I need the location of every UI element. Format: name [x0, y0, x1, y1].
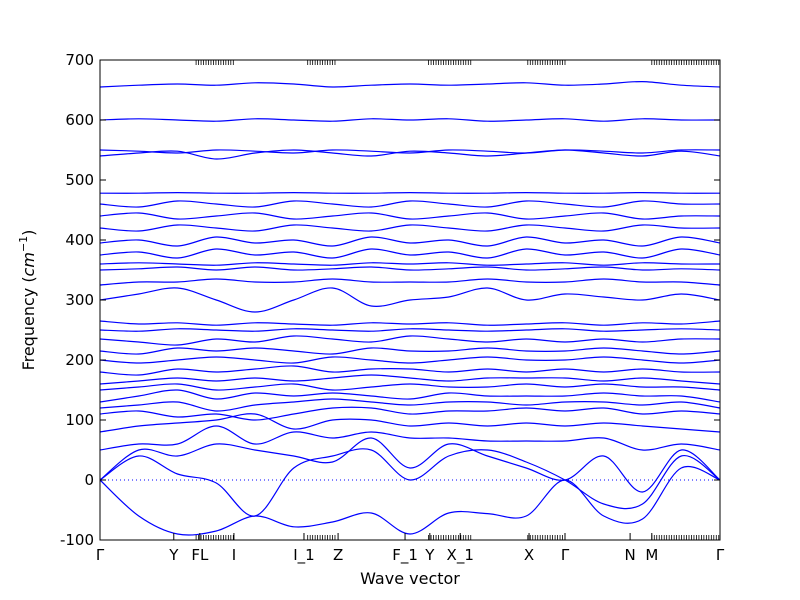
band-line-9	[100, 383, 720, 391]
x-tick-label: N	[624, 546, 635, 564]
x-tick-label: Γ	[716, 546, 725, 564]
band-line-30	[100, 80, 720, 88]
x-axis-label: Wave vector	[360, 569, 460, 588]
band-line-19	[100, 266, 720, 271]
y-axis-label-exponent: −1	[17, 236, 30, 252]
band-line-27	[100, 149, 720, 160]
y-axis-label: Frequency (cm−1)	[17, 230, 38, 371]
y-tick-label: 0	[84, 471, 94, 489]
x-tick-label: Y	[168, 546, 179, 564]
band-line-10	[100, 374, 720, 385]
x-tick-label: F_1	[392, 546, 418, 565]
x-tick-label: FL	[191, 546, 209, 564]
band-line-14	[100, 335, 720, 346]
band-line-3	[100, 437, 720, 493]
x-tick-label: M	[645, 546, 658, 564]
band-line-12	[100, 356, 720, 364]
x-tick-label: I_1	[293, 546, 314, 565]
band-line-13	[100, 347, 720, 355]
y-tick-label: 100	[65, 411, 94, 429]
band-line-16	[100, 320, 720, 326]
x-tick-label: I	[232, 546, 236, 564]
band-line-22	[100, 236, 720, 247]
y-tick-label: -100	[60, 531, 94, 549]
y-axis-label-unit: cm	[19, 252, 38, 276]
x-tick-label: Y	[424, 546, 435, 564]
band-line-7	[100, 398, 720, 412]
band-line-4	[100, 425, 720, 451]
band-line-17	[100, 287, 720, 313]
x-tick-label: Γ	[96, 546, 105, 564]
band-line-5	[100, 413, 720, 433]
y-axis-label-main: Frequency (	[19, 276, 38, 370]
y-tick-label: 200	[65, 351, 94, 369]
band-line-8	[100, 389, 720, 403]
band-line-18	[100, 278, 720, 286]
y-tick-label: 500	[65, 171, 94, 189]
band-line-23	[100, 224, 720, 232]
band-line-6	[100, 406, 720, 421]
band-line-21	[100, 248, 720, 259]
band-line-25	[100, 200, 720, 208]
x-tick-label: X_1	[447, 546, 474, 565]
band-line-15	[100, 328, 720, 332]
y-tick-label: 300	[65, 291, 94, 309]
band-line-24	[100, 212, 720, 220]
band-line-26	[100, 191, 720, 194]
plot-area: -100 0 100 200 300 400 500 600 700 Γ Y FL I I_1 Z F_1 Y…	[60, 51, 725, 565]
y-tick-label: 400	[65, 231, 94, 249]
band-line-11	[100, 365, 720, 376]
y-tick-label: 600	[65, 111, 94, 129]
y-axis-label-close: )	[19, 230, 38, 236]
x-tick-label: X	[524, 546, 534, 564]
y-tick-label: 700	[65, 51, 94, 69]
x-tick-label: Z	[333, 546, 343, 564]
x-tick-label: Γ	[561, 546, 570, 564]
band-line-29	[100, 118, 720, 122]
band-line-2	[100, 448, 720, 517]
series-layer	[100, 80, 720, 536]
y-axis: -100 0 100 200 300 400 500 600 700	[60, 51, 720, 549]
x-axis: Γ Y FL I I_1 Z F_1 Y X_1 X Γ N M Γ	[96, 60, 725, 565]
band-line-28	[100, 149, 720, 154]
band-line-20	[100, 262, 720, 266]
band-line-1	[100, 465, 720, 536]
